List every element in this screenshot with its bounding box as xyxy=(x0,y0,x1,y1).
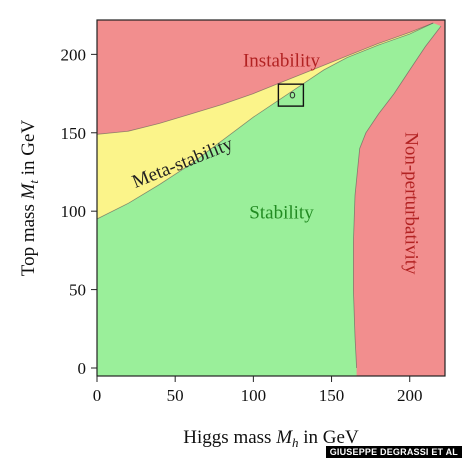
ticks: 0 50 100 150 200 0 50 100 150 200 xyxy=(61,45,423,405)
non-perturbativity-region xyxy=(353,20,445,376)
photo-credit: GIUSEPPE DEGRASSI ET AL xyxy=(325,446,462,458)
y-axis-label: Top mass Mt in GeV xyxy=(18,120,41,277)
region-label-non-perturbativity: Non-perturbativity xyxy=(400,132,421,275)
y-tick-label: 200 xyxy=(61,45,87,64)
y-tick-label: 150 xyxy=(61,124,87,143)
non-perturbativity-boundary xyxy=(353,25,442,369)
x-tick-label: 50 xyxy=(167,386,184,405)
measured-point-marker xyxy=(289,91,296,99)
x-axis-label: Higgs mass Mh in GeV xyxy=(183,427,359,450)
region-label-instability: Instability xyxy=(243,51,321,72)
instability-boundary xyxy=(97,22,434,135)
region-label-stability: Stability xyxy=(249,203,314,224)
x-tick-label: 200 xyxy=(397,386,423,405)
y-tick-label: 0 xyxy=(78,359,87,378)
stability-region xyxy=(97,23,441,376)
stability-boundary xyxy=(97,22,434,220)
x-tick-label: 150 xyxy=(319,386,345,405)
x-tick-label: 0 xyxy=(93,386,102,405)
plot-frame xyxy=(96,19,446,377)
x-tick-label: 100 xyxy=(241,386,267,405)
y-tick-label: 100 xyxy=(61,202,87,221)
y-tick-label: 50 xyxy=(69,281,86,300)
measured-region-box xyxy=(277,83,305,107)
